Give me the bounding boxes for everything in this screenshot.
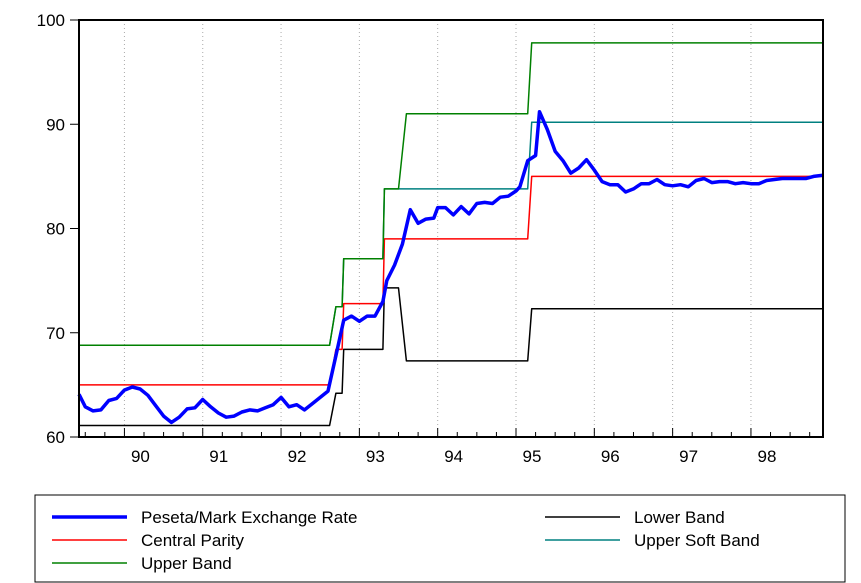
series-line-upper-band: [79, 42, 823, 347]
y-tick-label: 70: [46, 324, 65, 343]
y-tick-label: 60: [46, 428, 65, 447]
x-tick-label: 91: [209, 447, 228, 466]
x-tick-label: 92: [288, 447, 307, 466]
legend: Peseta/Mark Exchange Rate Lower Band Centr…: [34, 494, 846, 583]
series-line-upper-soft-band: [79, 121, 823, 347]
legend-label: Upper Soft Band: [634, 531, 760, 550]
x-tick-label: 90: [131, 447, 150, 466]
y-tick-label: 100: [37, 11, 65, 30]
x-tick-label: 95: [523, 447, 542, 466]
legend-label: Lower Band: [634, 508, 725, 527]
legend-label: Central Parity: [141, 531, 244, 550]
legend-label: Upper Band: [141, 554, 232, 573]
x-tick-label: 98: [757, 447, 776, 466]
series-line-central-parity: [79, 175, 823, 386]
axes: 90 91 92 93 94 95 96 97 98 60 70 80 90 100: [37, 11, 811, 466]
x-tick-label: 93: [366, 447, 385, 466]
series-line-lower-band: [79, 287, 823, 427]
series-lines: [77, 42, 824, 427]
x-tick-label: 94: [444, 447, 463, 466]
legend-label: Peseta/Mark Exchange Rate: [141, 508, 357, 527]
y-tick-label: 90: [46, 115, 65, 134]
legend-box: [34, 494, 846, 583]
plot-frame: [78, 19, 824, 438]
y-tick-label: 80: [46, 220, 65, 239]
x-tick-label: 97: [679, 447, 698, 466]
x-tick-label: 96: [601, 447, 620, 466]
series-line-peseta-mark-exchange-rate: [77, 109, 824, 425]
vertical-grid: [123, 20, 752, 437]
